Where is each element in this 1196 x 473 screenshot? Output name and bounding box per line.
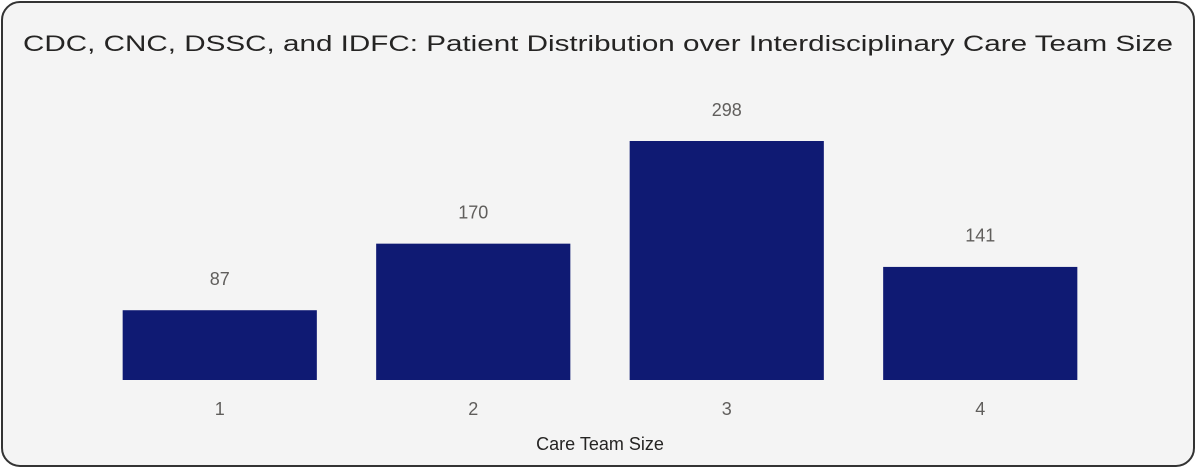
bar	[376, 243, 571, 380]
data-label: 298	[712, 100, 742, 120]
x-tick-label: 4	[975, 399, 985, 419]
data-label: 141	[965, 226, 995, 246]
bar	[883, 266, 1078, 380]
bar	[122, 310, 317, 380]
x-tick-label: 3	[722, 399, 732, 419]
data-label: 170	[458, 202, 488, 222]
data-label: 87	[210, 269, 230, 289]
bar	[629, 141, 824, 380]
x-tick-label: 1	[215, 399, 225, 419]
x-tick-label: 2	[468, 399, 478, 419]
chart-title: CDC, CNC, DSSC, and IDFC: Patient Distri…	[23, 31, 1173, 56]
x-axis-label: Care Team Size	[536, 434, 664, 454]
